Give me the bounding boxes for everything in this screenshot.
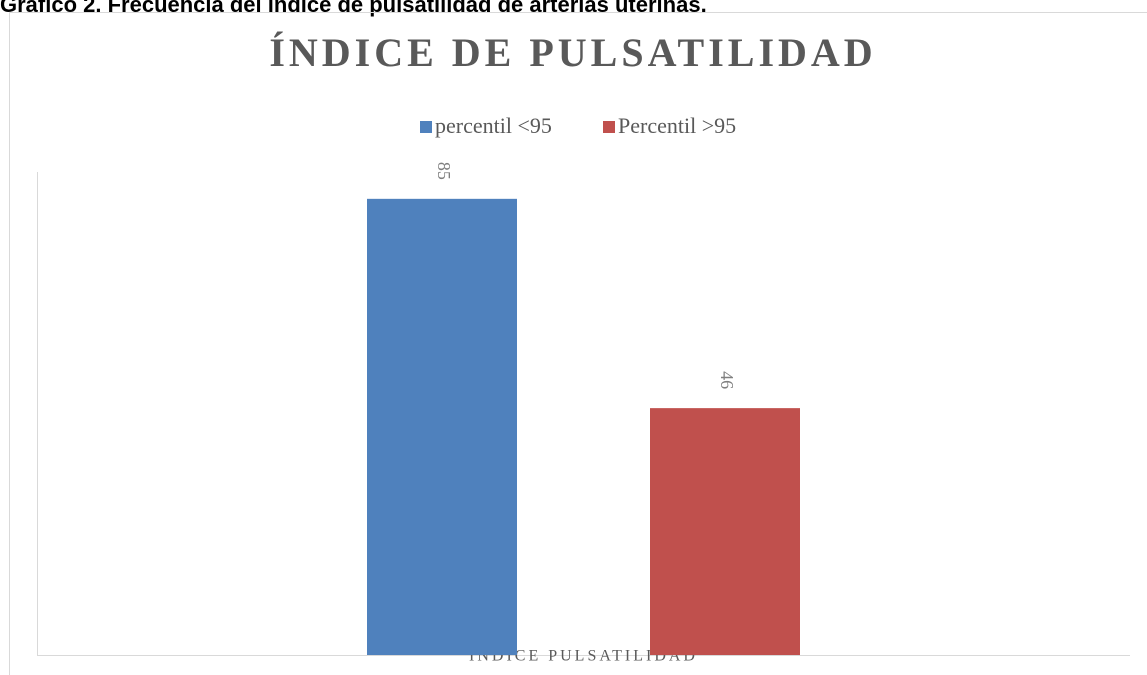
data-label: 85 [434,162,454,180]
caption: Gráfico 2. Frecuencia del índice de puls… [0,0,707,17]
bar [650,408,800,655]
data-label: 46 [717,371,737,389]
chart-border [9,12,1147,675]
legend-swatch [420,121,432,133]
legend-label: percentil <95 [435,113,552,138]
chart-title: ÍNDICE DE PULSATILIDAD [269,30,876,75]
legend-label: Percentil >95 [618,113,736,138]
bar [367,198,517,656]
legend-swatch [603,121,615,133]
x-tick-label: INDICE PULSATILIDAD [469,648,698,665]
